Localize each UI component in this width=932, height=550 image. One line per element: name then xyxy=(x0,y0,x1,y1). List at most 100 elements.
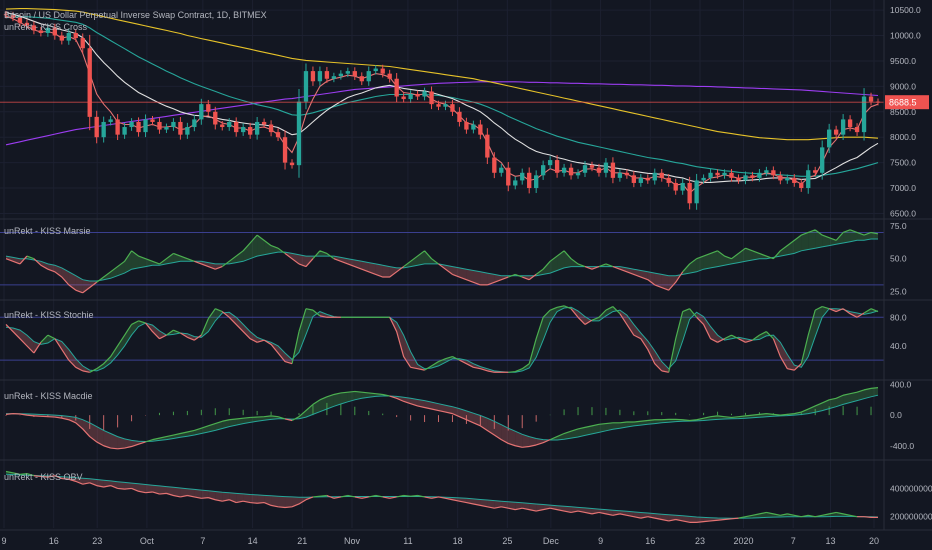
fill-segment xyxy=(236,317,244,332)
fill-segment xyxy=(305,308,313,335)
candle-body xyxy=(813,170,818,173)
fill-segment xyxy=(850,229,858,242)
fill-segment xyxy=(689,258,697,274)
macdie-pane[interactable] xyxy=(5,386,879,450)
fill-segment xyxy=(578,427,586,437)
fill-segment xyxy=(173,487,181,497)
fill-segment xyxy=(215,263,223,270)
candle-body xyxy=(764,170,769,173)
candle-body xyxy=(429,91,434,105)
indicator-labels: Bitcoin / US Dollar Perpetual Inverse Sw… xyxy=(4,10,267,482)
fill-segment xyxy=(480,271,488,285)
fill-segment xyxy=(257,494,265,504)
fill-segment xyxy=(159,485,167,495)
fill-segment xyxy=(361,261,369,272)
fill-segment xyxy=(215,491,223,502)
price-pane[interactable]: 8688.5 xyxy=(0,8,929,210)
fill-segment xyxy=(208,308,216,332)
fill-segment xyxy=(668,275,676,291)
fill-segment xyxy=(347,258,355,267)
yellow-ma-line xyxy=(5,8,879,141)
candle-body xyxy=(827,129,832,148)
candle-body xyxy=(192,119,197,128)
fill-segment xyxy=(215,308,223,321)
candle-body xyxy=(492,157,497,173)
fill-segment xyxy=(319,396,327,412)
candle-body xyxy=(478,124,483,135)
fill-segment xyxy=(808,229,816,250)
fill-segment xyxy=(326,394,334,410)
fill-segment xyxy=(529,436,537,447)
fill-segment xyxy=(124,482,132,490)
fill-segment xyxy=(431,402,439,411)
candle-body xyxy=(394,78,399,97)
fill-segment xyxy=(243,417,251,424)
fill-segment xyxy=(138,483,146,493)
marsie-label: unRekt - KISS Marsie xyxy=(4,226,91,236)
fill-segment xyxy=(633,324,641,339)
fill-segment xyxy=(654,350,662,371)
value-line-up xyxy=(26,229,879,283)
fill-segment xyxy=(626,315,634,336)
fill-segment xyxy=(264,240,272,255)
fill-segment xyxy=(808,405,816,414)
fill-segment xyxy=(368,262,376,275)
fill-segment xyxy=(340,257,348,264)
fill-segment xyxy=(424,400,432,410)
candle-body xyxy=(736,177,741,181)
fill-segment xyxy=(152,325,160,339)
candle-body xyxy=(652,172,657,181)
fill-segment xyxy=(110,480,118,489)
fill-segment xyxy=(689,516,697,523)
candle-body xyxy=(729,172,734,178)
fill-segment xyxy=(298,254,306,267)
fill-segment xyxy=(26,335,34,353)
fill-segment xyxy=(501,501,509,509)
fill-segment xyxy=(759,331,767,340)
candle-body xyxy=(520,172,525,181)
candle-body xyxy=(38,30,44,33)
stochie-pane[interactable] xyxy=(0,305,884,373)
fill-segment xyxy=(124,250,132,274)
candle-body xyxy=(408,93,413,100)
fill-segment xyxy=(550,307,558,323)
candle-body xyxy=(31,25,37,31)
fill-segment xyxy=(152,485,160,495)
fill-segment xyxy=(780,342,788,369)
fill-segment xyxy=(236,418,244,426)
fill-segment xyxy=(243,324,251,339)
y-tick-label: 0.0 xyxy=(890,410,902,420)
x-tick-label: 9 xyxy=(1,536,6,546)
candle-body xyxy=(708,172,713,178)
chart-title: Bitcoin / US Dollar Perpetual Inverse Sw… xyxy=(4,10,267,20)
fill-segment xyxy=(654,273,662,288)
fill-segment xyxy=(319,250,327,257)
y-tick-label: 8500.0 xyxy=(890,107,916,117)
candle-body xyxy=(854,127,860,133)
candle-body xyxy=(589,165,595,168)
fill-segment xyxy=(96,426,104,446)
y-tick-label: 80.0 xyxy=(890,312,907,322)
candle-body xyxy=(122,127,127,135)
fill-segment xyxy=(605,306,613,316)
fill-segment xyxy=(494,421,502,440)
candle-body xyxy=(268,124,274,133)
fill-segment xyxy=(578,310,586,325)
fill-segment xyxy=(47,335,55,343)
grid-lines xyxy=(0,0,884,528)
fill-segment xyxy=(75,477,83,485)
candle-body xyxy=(80,38,85,49)
fill-segment xyxy=(731,253,739,264)
fill-segment xyxy=(138,256,146,268)
x-tick-label: 25 xyxy=(502,536,512,546)
fill-segment xyxy=(738,248,746,263)
fill-segment xyxy=(117,261,125,276)
fill-segment xyxy=(508,428,516,446)
fill-segment xyxy=(201,490,209,499)
marsie-pane[interactable] xyxy=(0,229,884,294)
fill-segment xyxy=(103,430,111,449)
obv-pane[interactable] xyxy=(5,470,879,523)
fill-segment xyxy=(633,269,641,278)
candle-body xyxy=(527,172,532,189)
